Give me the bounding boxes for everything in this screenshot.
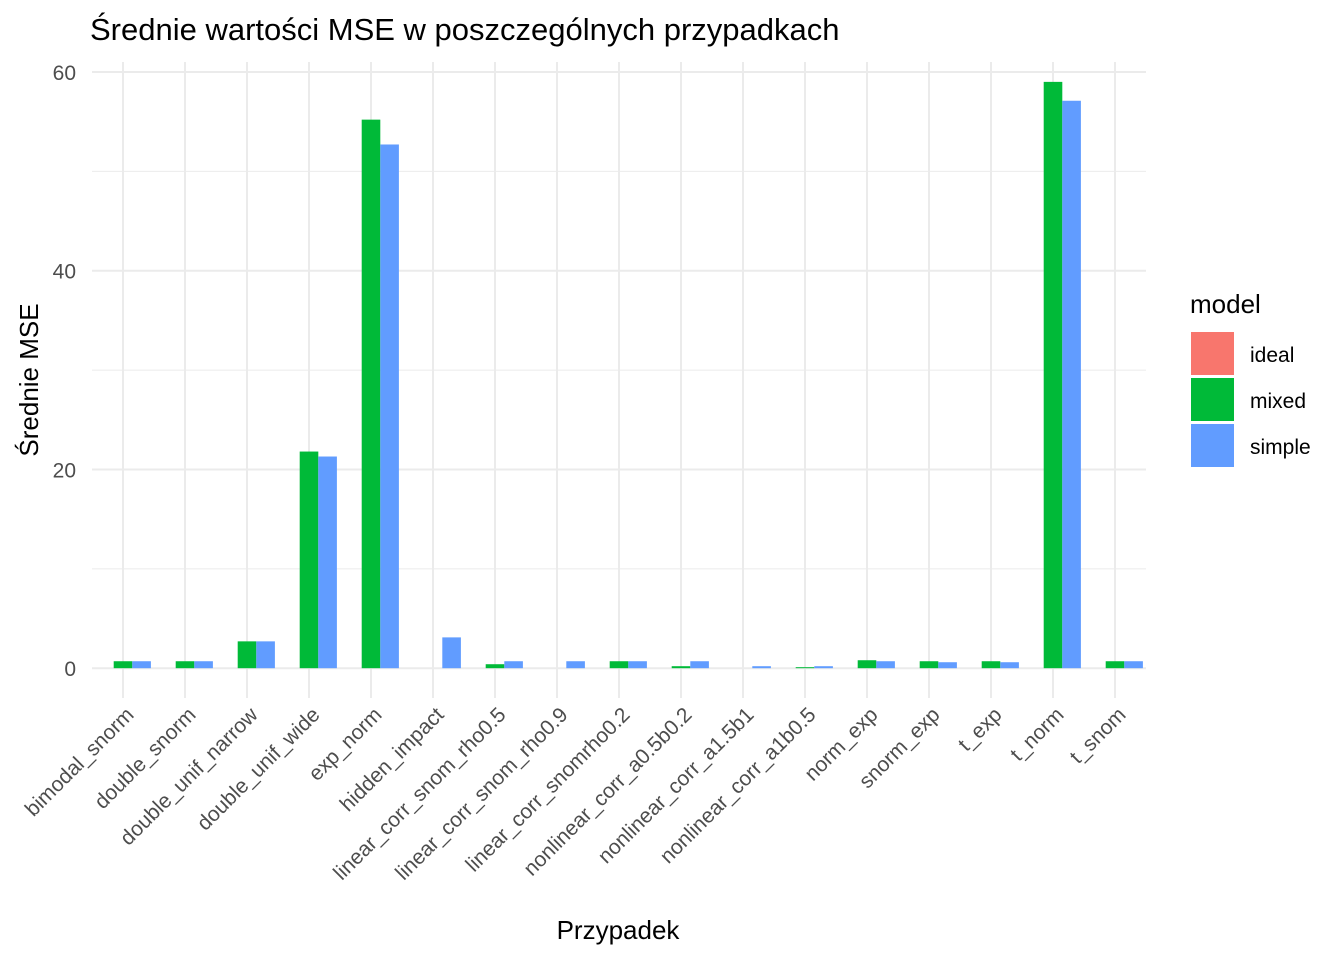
x-axis-ticks: bimodal_snormdouble_snormdouble_unif_nar… xyxy=(21,703,1131,885)
bar-simple-nonlinear_corr_a1b0.5 xyxy=(814,666,833,669)
x-tick-label: t_snom xyxy=(1066,703,1131,768)
bar-simple-linear_corr_snom_rho0.9 xyxy=(566,661,585,669)
bar-simple-hidden_impact xyxy=(442,637,461,669)
y-tick-label: 60 xyxy=(53,62,76,85)
legend-swatch-mixed xyxy=(1191,378,1234,421)
bar-mixed-double_snorm xyxy=(175,661,195,669)
bar-mixed-norm_exp xyxy=(857,660,877,669)
legend-items: ideal mixed simple xyxy=(1191,332,1311,467)
legend-swatch-ideal xyxy=(1191,332,1234,375)
bar-mixed-nonlinear_corr_a1b0.5 xyxy=(795,667,815,669)
x-tick-label: bimodal_snorm xyxy=(21,703,139,821)
bar-simple-exp_norm xyxy=(380,144,399,669)
bar-simple-linear_corr_snomrho0.2 xyxy=(628,661,647,669)
bar-simple-snorm_exp xyxy=(938,662,957,669)
y-axis-label: Średnie MSE xyxy=(14,303,44,456)
y-tick-label: 40 xyxy=(53,261,76,284)
bar-simple-linear_corr_snom_rho0.5 xyxy=(504,661,523,669)
bar-mixed-linear_corr_snom_rho0.5 xyxy=(485,664,505,669)
legend-label-ideal: ideal xyxy=(1250,344,1294,367)
bar-simple-t_exp xyxy=(1000,662,1019,669)
bar-simple-nonlinear_corr_a1.5b1 xyxy=(752,666,771,669)
bar-mixed-t_exp xyxy=(981,661,1001,669)
bar-mixed-snorm_exp xyxy=(919,661,939,669)
bar-mixed-double_unif_wide xyxy=(299,451,319,669)
legend-label-simple: simple xyxy=(1250,436,1311,459)
y-tick-label: 0 xyxy=(64,658,76,681)
grid xyxy=(92,62,1146,698)
bar-mixed-double_unif_narrow xyxy=(237,641,257,669)
bar-mixed-linear_corr_snomrho0.2 xyxy=(609,661,629,669)
x-tick-label: t_exp xyxy=(954,703,1007,756)
bar-mixed-t_norm xyxy=(1043,81,1063,669)
y-tick-label: 20 xyxy=(53,459,76,482)
bar-simple-double_unif_wide xyxy=(318,456,337,669)
bars xyxy=(113,81,1143,669)
bar-simple-t_norm xyxy=(1062,100,1081,669)
legend: model ideal mixed simple xyxy=(1190,289,1311,467)
bar-simple-t_snom xyxy=(1124,661,1143,669)
bar-mixed-t_snom xyxy=(1105,661,1125,669)
bar-mixed-bimodal_snorm xyxy=(113,661,133,669)
bar-mixed-exp_norm xyxy=(361,119,381,669)
x-tick-label: t_norm xyxy=(1006,703,1068,765)
bar-simple-norm_exp xyxy=(876,661,895,669)
legend-label-mixed: mixed xyxy=(1250,390,1306,413)
bar-simple-bimodal_snorm xyxy=(132,661,151,669)
x-axis-label: Przypadek xyxy=(557,915,681,945)
bar-simple-double_unif_narrow xyxy=(256,641,275,669)
bar-mixed-nonlinear_corr_a0.5b0.2 xyxy=(671,666,691,669)
bar-simple-double_snorm xyxy=(194,661,213,669)
legend-swatch-simple xyxy=(1191,424,1234,467)
chart-title: Średnie wartości MSE w poszczególnych pr… xyxy=(90,11,840,47)
y-axis-ticks: 0 20 40 60 xyxy=(53,62,76,681)
legend-title: model xyxy=(1190,289,1261,319)
bar-simple-nonlinear_corr_a0.5b0.2 xyxy=(690,661,709,669)
